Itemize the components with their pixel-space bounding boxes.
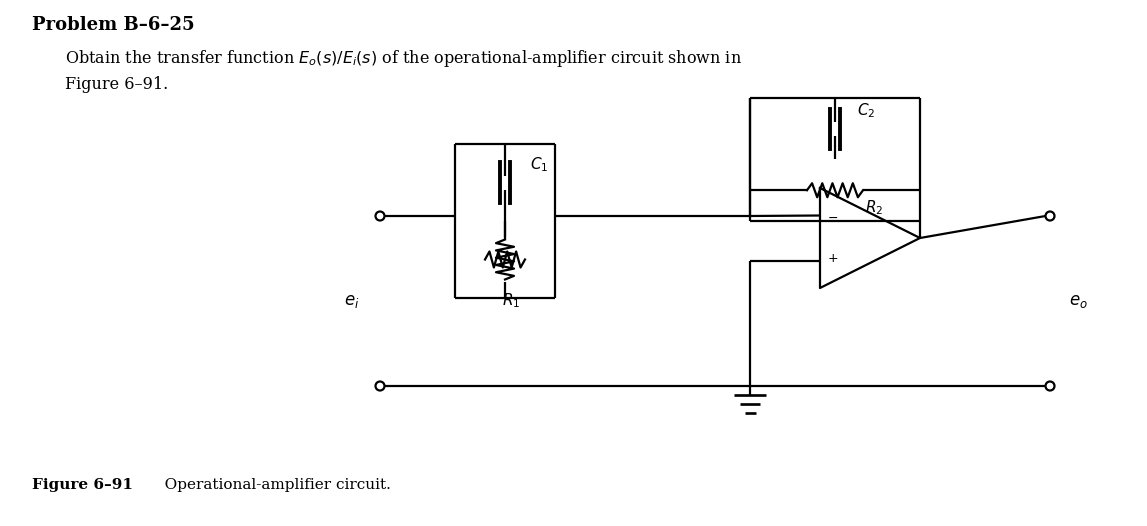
Text: $C_2$: $C_2$ [857,102,875,120]
Text: $C_1$: $C_1$ [530,155,548,174]
Text: $e_i$: $e_i$ [344,292,360,309]
Text: $R_1$: $R_1$ [502,291,520,310]
Text: Figure 6–91: Figure 6–91 [32,478,133,492]
Text: Problem B–6–25: Problem B–6–25 [32,16,195,34]
Text: $e_o$: $e_o$ [1069,292,1087,309]
Text: $R_2$: $R_2$ [865,198,883,217]
Text: $-$: $-$ [827,210,838,224]
Text: Operational-amplifier circuit.: Operational-amplifier circuit. [150,478,391,492]
Text: Figure 6–91.: Figure 6–91. [65,76,169,93]
Text: $+$: $+$ [827,252,838,266]
Text: Obtain the transfer function $E_o(s)/E_i(s)$ of the operational-amplifier circui: Obtain the transfer function $E_o(s)/E_i… [65,48,742,69]
